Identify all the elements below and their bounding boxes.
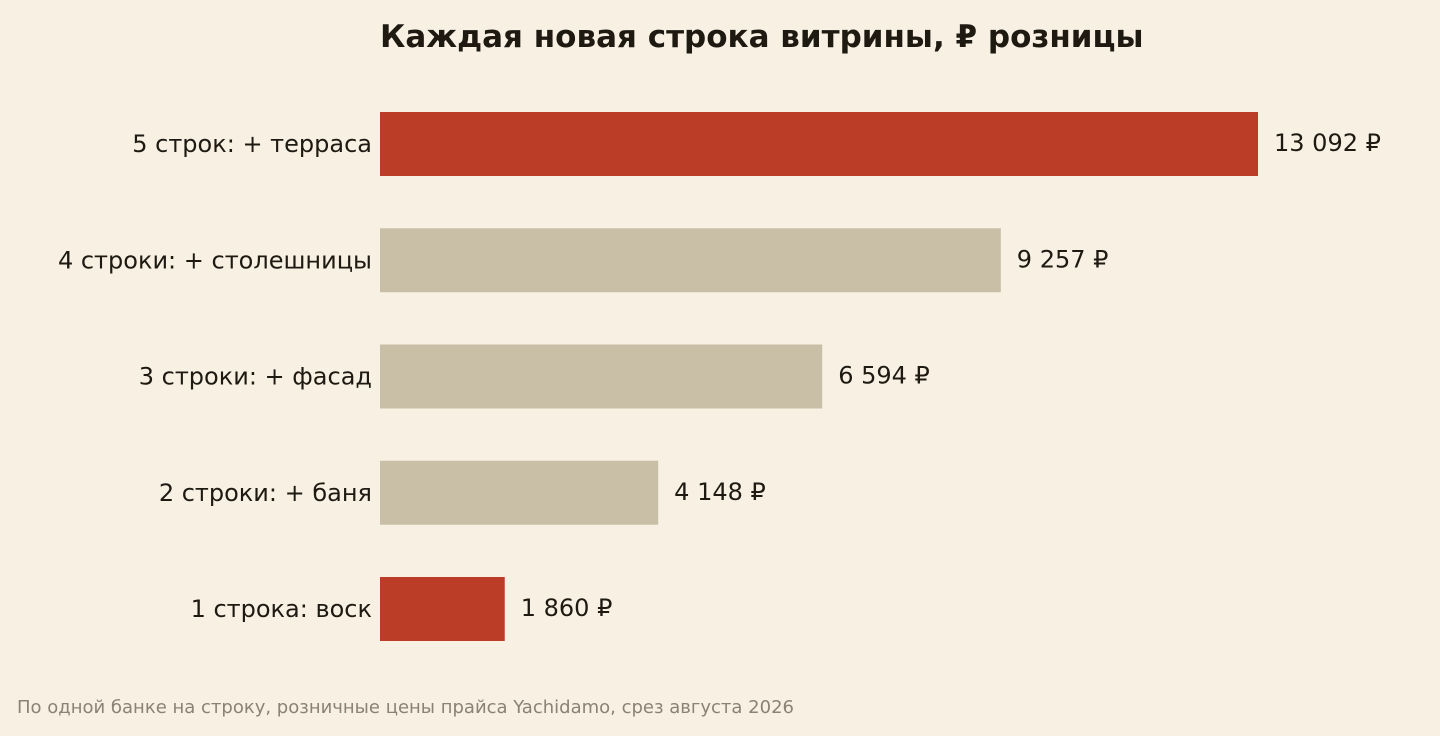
category-label: 2 строки: + баня: [159, 479, 372, 507]
bar-5: [380, 577, 505, 641]
bar-4: [380, 460, 659, 525]
value-label: 9 257 ₽: [1017, 245, 1109, 273]
bar-1: [380, 112, 1258, 176]
value-label: 1 860 ₽: [521, 594, 613, 622]
value-label: 4 148 ₽: [674, 478, 766, 506]
chart-footnote: По одной банке на строку, розничные цены…: [17, 697, 794, 718]
category-label: 3 строки: + фасад: [139, 363, 372, 391]
bar-3: [380, 344, 823, 409]
category-label: 4 строки: + столешницы: [58, 246, 372, 274]
chart-title: Каждая новая строка витрины, ₽ розницы: [380, 19, 1144, 55]
bar-chart: 5 строк: + терраса 13 092 ₽ 4 строки: + ст…: [58, 112, 1381, 641]
value-label: 6 594 ₽: [838, 362, 930, 390]
category-label: 1 строка: воск: [191, 595, 372, 623]
bar-2: [380, 228, 1001, 293]
category-label: 5 строк: + терраса: [132, 130, 372, 158]
value-label: 13 092 ₽: [1274, 129, 1381, 157]
